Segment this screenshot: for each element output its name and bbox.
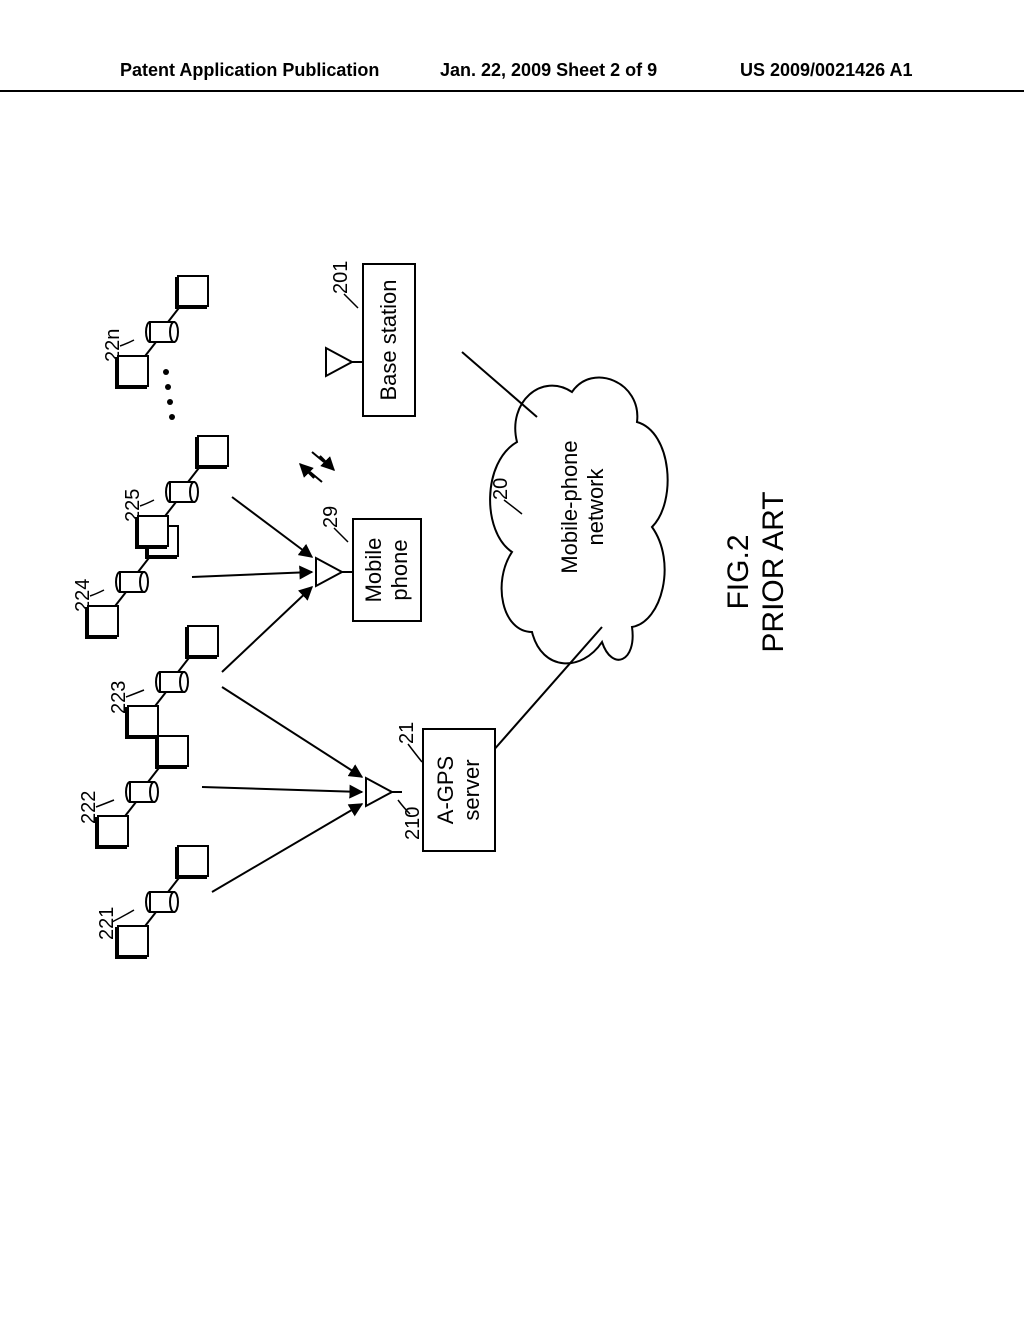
diagram: 221 222 223 224 225 22n A-GPS server 21 …: [62, 248, 962, 972]
base-station-box: Base station: [362, 263, 416, 417]
header-left: Patent Application Publication: [120, 60, 379, 81]
header-right: US 2009/0021426 A1: [740, 60, 912, 81]
antenna-agps-ref: 210: [402, 807, 425, 840]
satellite-223-icon: [126, 626, 218, 738]
satellite-22n-icon: [116, 276, 208, 388]
antenna-mobile-icon: [316, 558, 352, 586]
satellite-221-icon: [116, 846, 208, 958]
mobile-phone-ref: 29: [320, 506, 343, 528]
agps-server-ref: 21: [396, 722, 419, 744]
figure-prior-art: PRIOR ART: [757, 452, 791, 692]
satellite-225-icon: [136, 436, 228, 548]
network-cloud-label: Mobile-phone network: [557, 427, 609, 587]
base-station-ref: 201: [330, 261, 353, 294]
antenna-base-icon: [326, 348, 362, 376]
network-ref: 20: [490, 478, 513, 500]
sat-225-ref: 225: [122, 489, 145, 522]
figure-number: FIG.2: [722, 472, 756, 672]
sat-22n-ref: 22n: [102, 329, 125, 362]
sat-221-ref: 221: [96, 907, 119, 940]
satellite-224-icon: [86, 526, 178, 638]
header-center: Jan. 22, 2009 Sheet 2 of 9: [440, 60, 657, 81]
satellite-222-icon: [96, 736, 188, 848]
mobile-phone-box: Mobile phone: [352, 518, 422, 622]
agps-server-box: A-GPS server: [422, 728, 496, 852]
diagram-vectors: [62, 248, 962, 972]
sat-222-ref: 222: [78, 791, 101, 824]
page: Patent Application Publication Jan. 22, …: [0, 0, 1024, 1320]
sat-224-ref: 224: [72, 579, 95, 612]
wireless-icon: [300, 452, 334, 482]
sat-223-ref: 223: [108, 681, 131, 714]
antenna-agps-icon: [366, 778, 402, 806]
page-header: Patent Application Publication Jan. 22, …: [0, 60, 1024, 92]
